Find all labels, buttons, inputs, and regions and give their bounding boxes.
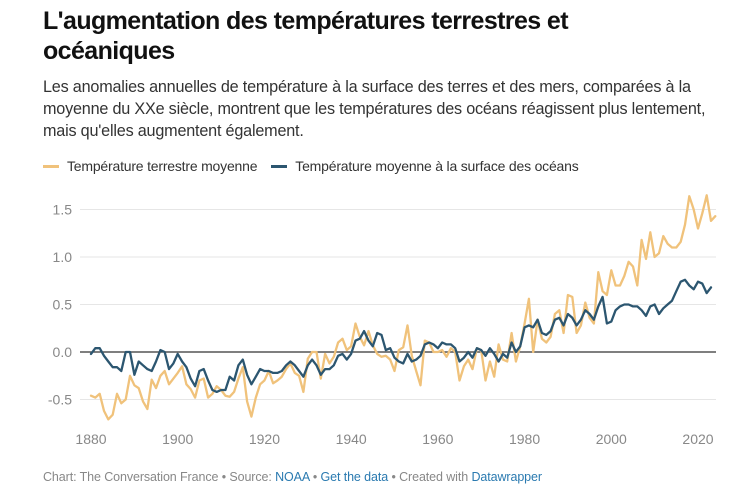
x-axis-ticks: 1880 1900 1920 1940 1960 1980 2000 2020 — [75, 431, 713, 447]
legend: Température terrestre moyenne Températur… — [43, 158, 593, 174]
source-link[interactable]: NOAA — [275, 470, 310, 484]
x-tick-label: 1940 — [336, 431, 367, 447]
series-line-ocean — [89, 278, 713, 394]
y-tick-label: -0.5 — [48, 392, 72, 408]
series-line-land — [89, 194, 717, 421]
footer-separator: • — [309, 470, 321, 484]
line-chart: 1.5 1.0 0.5 0.0 -0.5 1880 1900 1920 1940 1960 198… — [48, 194, 717, 447]
legend-label-ocean: Température moyenne à la surface des océ… — [295, 158, 579, 174]
x-tick-label: 1920 — [249, 431, 280, 447]
legend-swatch-ocean — [271, 164, 288, 168]
legend-swatch-land — [43, 164, 59, 168]
footer-created-with: • Created with — [388, 470, 472, 484]
x-tick-label: 1880 — [75, 431, 106, 447]
x-tick-label: 1980 — [509, 431, 540, 447]
x-tick-label: 2020 — [682, 431, 713, 447]
y-tick-label: 1.5 — [53, 202, 73, 218]
y-tick-label: 0.0 — [53, 344, 73, 360]
chart-subtitle: Les anomalies annuelles de température à… — [43, 78, 706, 140]
y-tick-label: 0.5 — [53, 297, 73, 313]
y-axis-ticks: 1.5 1.0 0.5 0.0 -0.5 — [48, 202, 72, 408]
datawrapper-link[interactable]: Datawrapper — [471, 470, 542, 484]
chart-title: L'augmentation des températures terrestr… — [43, 7, 569, 65]
footer-credit: Chart: The Conversation France • Source: — [43, 470, 276, 484]
gridlines — [80, 209, 716, 400]
legend-label-land: Température terrestre moyenne — [67, 158, 258, 174]
chart-footer: Chart: The Conversation France • Source:… — [43, 470, 542, 484]
x-tick-label: 2000 — [596, 431, 627, 447]
legend-item-land: Température terrestre moyenne — [43, 158, 257, 174]
series-lines — [89, 194, 717, 421]
get-data-link[interactable]: Get the data — [320, 470, 389, 484]
legend-item-ocean: Température moyenne à la surface des océ… — [271, 158, 579, 174]
x-tick-label: 1960 — [422, 431, 453, 447]
y-tick-label: 1.0 — [53, 249, 73, 265]
x-tick-label: 1900 — [162, 431, 193, 447]
